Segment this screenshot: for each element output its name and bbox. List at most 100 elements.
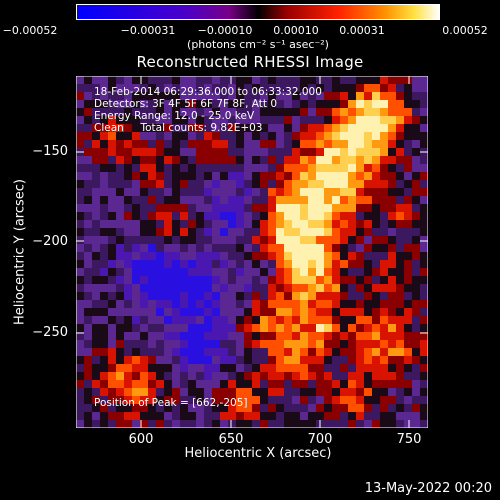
heatmap-cell (140, 116, 149, 125)
heatmap-cell (316, 100, 325, 109)
heatmap-cell (372, 156, 381, 165)
heatmap-cell (268, 236, 277, 245)
heatmap-cell (396, 228, 405, 237)
heatmap-cell (108, 164, 117, 173)
heatmap-cell (292, 188, 301, 197)
heatmap-cell (188, 124, 197, 133)
plot-timestamp: 13-May-2022 00:20 (364, 481, 492, 496)
heatmap-cell (236, 324, 245, 333)
heatmap-cell (108, 76, 117, 85)
heatmap-cell (212, 396, 221, 405)
heatmap-cell (356, 204, 365, 213)
heatmap-cell (156, 156, 165, 165)
heatmap-cell (356, 396, 365, 405)
heatmap-cell (84, 124, 93, 133)
heatmap-cell (164, 276, 173, 285)
heatmap-cell (124, 276, 133, 285)
heatmap-cell (348, 380, 357, 389)
heatmap-cell (180, 324, 189, 333)
heatmap-cell (348, 108, 357, 117)
heatmap-cell (228, 412, 237, 421)
heatmap-cell (308, 260, 317, 269)
heatmap-cell (108, 324, 117, 333)
heatmap-cell (348, 388, 357, 397)
heatmap-cell (292, 364, 301, 373)
heatmap-cell (396, 364, 405, 373)
heatmap-cell (420, 140, 428, 149)
heatmap-cell (236, 388, 245, 397)
heatmap-cell (140, 236, 149, 245)
heatmap-cell (148, 220, 157, 229)
heatmap-cell (420, 244, 428, 253)
heatmap-cell (236, 284, 245, 293)
heatmap-cell (292, 380, 301, 389)
heatmap-cell (300, 316, 309, 325)
heatmap-cell (420, 396, 428, 405)
heatmap-cell (76, 412, 85, 421)
heatmap-cell (212, 108, 221, 117)
heatmap-cell (156, 124, 165, 133)
heatmap-cell (196, 188, 205, 197)
heatmap-cell (364, 156, 373, 165)
heatmap-cell (76, 92, 85, 101)
heatmap-cell (404, 308, 413, 317)
heatmap-cell (188, 116, 197, 125)
heatmap-cell (348, 420, 357, 428)
heatmap-cell (140, 196, 149, 205)
heatmap-cell (316, 388, 325, 397)
heatmap-cell (132, 252, 141, 261)
heatmap-cell (324, 124, 333, 133)
heatmap-cell (116, 252, 125, 261)
heatmap-cell (188, 316, 197, 325)
heatmap-cell (300, 412, 309, 421)
heatmap-cell (412, 332, 421, 341)
heatmap-cell (332, 396, 341, 405)
heatmap-cell (132, 332, 141, 341)
heatmap-cell (188, 156, 197, 165)
colorbar-units: (photons cm⁻² s⁻¹ asec⁻²) (187, 38, 329, 51)
heatmap-cell (84, 276, 93, 285)
heatmap-cell (172, 404, 181, 413)
heatmap-cell (308, 164, 317, 173)
heatmap-cell (84, 180, 93, 189)
heatmap-cell (252, 124, 261, 133)
heatmap-cell (100, 372, 109, 381)
heatmap-cell (76, 244, 85, 253)
heatmap-cell (340, 404, 349, 413)
heatmap-cell (92, 348, 101, 357)
heatmap-cell (92, 396, 101, 405)
heatmap-cell (324, 92, 333, 101)
heatmap-cell (252, 308, 261, 317)
heatmap-cell (412, 300, 421, 309)
heatmap-cell (340, 180, 349, 189)
heatmap-cell (76, 108, 85, 117)
heatmap-cell (76, 404, 85, 413)
heatmap-cell (364, 188, 373, 197)
heatmap-cell (412, 340, 421, 349)
heatmap-cell (228, 244, 237, 253)
heatmap-cell (260, 412, 269, 421)
heatmap-cell (380, 116, 389, 125)
heatmap-cell (196, 404, 205, 413)
heatmap-cell (164, 332, 173, 341)
heatmap-cell (132, 284, 141, 293)
heatmap-cell (108, 140, 117, 149)
heatmap-cell (132, 244, 141, 253)
heatmap-cell (324, 364, 333, 373)
heatmap-cell (340, 292, 349, 301)
heatmap-cell (252, 92, 261, 101)
heatmap-cell (156, 172, 165, 181)
heatmap-cell (332, 220, 341, 229)
heatmap-cell (372, 292, 381, 301)
heatmap-cell (204, 116, 213, 125)
heatmap-cell (180, 356, 189, 365)
heatmap-cell (132, 92, 141, 101)
heatmap-cell (116, 156, 125, 165)
heatmap-cell (116, 348, 125, 357)
heatmap-cell (404, 420, 413, 428)
heatmap-cell (132, 164, 141, 173)
heatmap-cell (396, 148, 405, 157)
heatmap-cell (356, 108, 365, 117)
heatmap-cell (252, 148, 261, 157)
heatmap-cell (92, 292, 101, 301)
